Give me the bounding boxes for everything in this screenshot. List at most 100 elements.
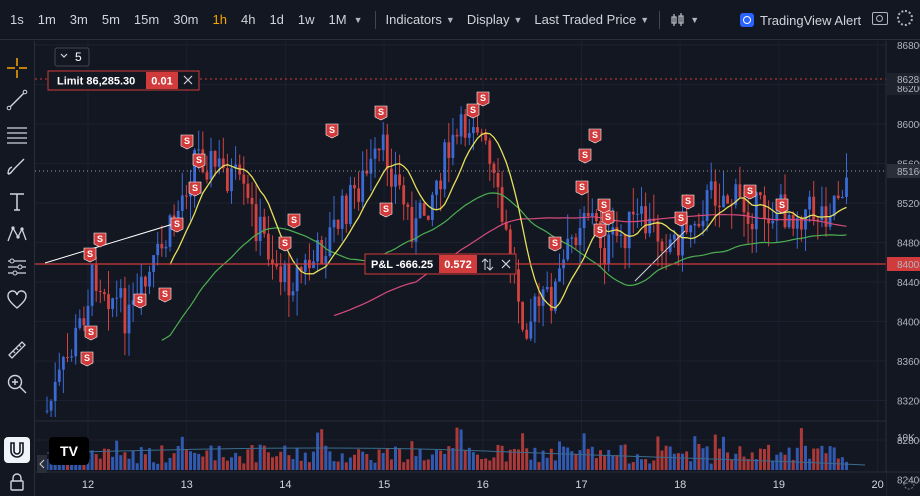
volume-bar xyxy=(783,454,787,470)
volume-bar xyxy=(176,446,180,470)
sell-marker[interactable]: S xyxy=(287,213,301,229)
timeframe-1d[interactable]: 1d xyxy=(269,11,284,27)
indicators-button[interactable]: Indicators ▼ xyxy=(382,7,459,33)
trend-line-tool[interactable] xyxy=(4,87,30,113)
timeframe-1m[interactable]: 1m xyxy=(37,11,56,27)
sell-marker[interactable]: S xyxy=(84,325,98,341)
sell-marker[interactable]: S xyxy=(192,153,206,169)
lock-tool[interactable] xyxy=(4,469,30,495)
sell-marker[interactable]: S xyxy=(188,181,202,197)
axis-settings-icon[interactable] xyxy=(903,478,915,490)
time-axis[interactable] xyxy=(35,472,886,496)
sell-marker[interactable]: S xyxy=(597,198,611,214)
brush-icon xyxy=(7,158,25,175)
zoom-in-icon xyxy=(7,374,27,394)
volume-bar xyxy=(734,453,738,470)
sell-marker[interactable]: S xyxy=(575,180,589,196)
sell-marker[interactable]: S xyxy=(80,351,94,367)
sell-marker[interactable]: S xyxy=(588,128,602,144)
tradingview-alert-button[interactable]: TradingView Alert xyxy=(740,9,861,31)
volume-bar xyxy=(791,459,795,470)
display-button[interactable]: Display ▼ xyxy=(463,7,527,33)
timeframe-30m[interactable]: 30m xyxy=(173,11,199,27)
sell-marker[interactable]: S xyxy=(681,194,695,210)
volume-bar xyxy=(804,445,807,470)
volume-bar xyxy=(644,459,648,470)
candle-body xyxy=(459,114,463,137)
sell-marker[interactable]: S xyxy=(325,123,339,139)
sell-marker[interactable]: S xyxy=(83,247,97,263)
sell-marker[interactable]: S xyxy=(278,236,292,252)
price-type-label: Last Traded Price xyxy=(534,12,637,27)
candle-body xyxy=(627,211,631,249)
fib-tool[interactable] xyxy=(4,121,30,147)
prediction-tool[interactable] xyxy=(4,254,30,280)
candle-body xyxy=(353,184,356,189)
sell-marker[interactable]: S xyxy=(158,287,172,303)
timeframe-3m[interactable]: 3m xyxy=(69,11,88,27)
sell-marker[interactable]: S xyxy=(775,198,789,214)
position-tag[interactable]: P&L -666.25 0.572 xyxy=(364,253,517,275)
timeframe-more-caret[interactable]: ▼ xyxy=(353,14,363,25)
volume-bar xyxy=(685,451,689,470)
text-tool[interactable] xyxy=(4,188,30,214)
sell-marker[interactable]: S xyxy=(743,184,757,200)
candle-body xyxy=(98,290,102,293)
magnet-tool[interactable] xyxy=(4,437,30,463)
sell-marker[interactable]: S xyxy=(93,232,107,248)
reverse-icon[interactable] xyxy=(481,258,494,271)
favorites-tool[interactable] xyxy=(4,287,30,313)
chart-type-button[interactable]: ▼ xyxy=(666,7,703,33)
sell-marker[interactable]: S xyxy=(548,236,562,252)
sell-marker[interactable]: S xyxy=(674,211,688,227)
zoom-tool[interactable] xyxy=(4,371,30,397)
pattern-tool[interactable] xyxy=(4,221,30,247)
timeframe-1M[interactable]: 1M xyxy=(328,11,347,27)
sell-marker-label: S xyxy=(480,93,486,103)
sell-marker[interactable]: S xyxy=(379,202,393,218)
gear-icon[interactable] xyxy=(897,10,913,26)
timeframe-1w[interactable]: 1w xyxy=(297,11,315,27)
chevron-down-icon: ▼ xyxy=(690,14,700,25)
entry-price-badge: 84003 xyxy=(887,257,920,271)
camera-icon[interactable] xyxy=(872,12,888,25)
volume-bar xyxy=(127,458,131,470)
sell-marker[interactable]: S xyxy=(476,91,490,107)
sell-marker[interactable]: S xyxy=(180,134,194,150)
sell-marker[interactable]: S xyxy=(170,217,184,233)
timeframe-5m[interactable]: 5m xyxy=(101,11,120,27)
timeframe-1h[interactable]: 1h xyxy=(212,11,227,27)
timeframe-1s[interactable]: 1s xyxy=(10,11,24,27)
sell-marker-label: S xyxy=(582,150,588,160)
sell-marker[interactable]: S xyxy=(601,210,615,226)
trend-line-drawing[interactable] xyxy=(634,230,686,282)
interval-input[interactable]: 5 xyxy=(54,47,90,67)
sell-marker[interactable]: S xyxy=(578,148,592,164)
scroll-left-button[interactable] xyxy=(37,455,47,473)
sell-marker[interactable]: S xyxy=(593,223,607,239)
timeframe-4h[interactable]: 4h xyxy=(240,11,256,27)
candle-body xyxy=(312,261,315,269)
sell-marker[interactable]: S xyxy=(374,105,388,121)
volume-bar xyxy=(512,448,516,470)
brush-tool[interactable] xyxy=(4,154,30,180)
close-icon[interactable] xyxy=(501,259,511,269)
volume-bar xyxy=(750,452,754,470)
sell-marker[interactable]: S xyxy=(466,103,480,119)
close-icon[interactable] xyxy=(183,75,193,85)
crosshair-tool[interactable] xyxy=(4,55,30,81)
candle-body xyxy=(832,195,836,217)
sell-marker-label: S xyxy=(174,219,180,229)
sell-marker[interactable]: S xyxy=(133,293,147,309)
price-type-button[interactable]: Last Traded Price ▼ xyxy=(530,7,653,33)
trend-line-drawing[interactable] xyxy=(44,220,184,264)
limit-order-tag[interactable]: Limit 86,285.30 0.01 xyxy=(47,70,200,91)
volume-bar xyxy=(361,451,365,470)
volume-bar xyxy=(180,436,184,470)
candle-body xyxy=(447,142,451,158)
measure-tool[interactable] xyxy=(4,337,30,363)
volume-bar xyxy=(722,436,725,470)
timeframe-15m[interactable]: 15m xyxy=(133,11,160,27)
